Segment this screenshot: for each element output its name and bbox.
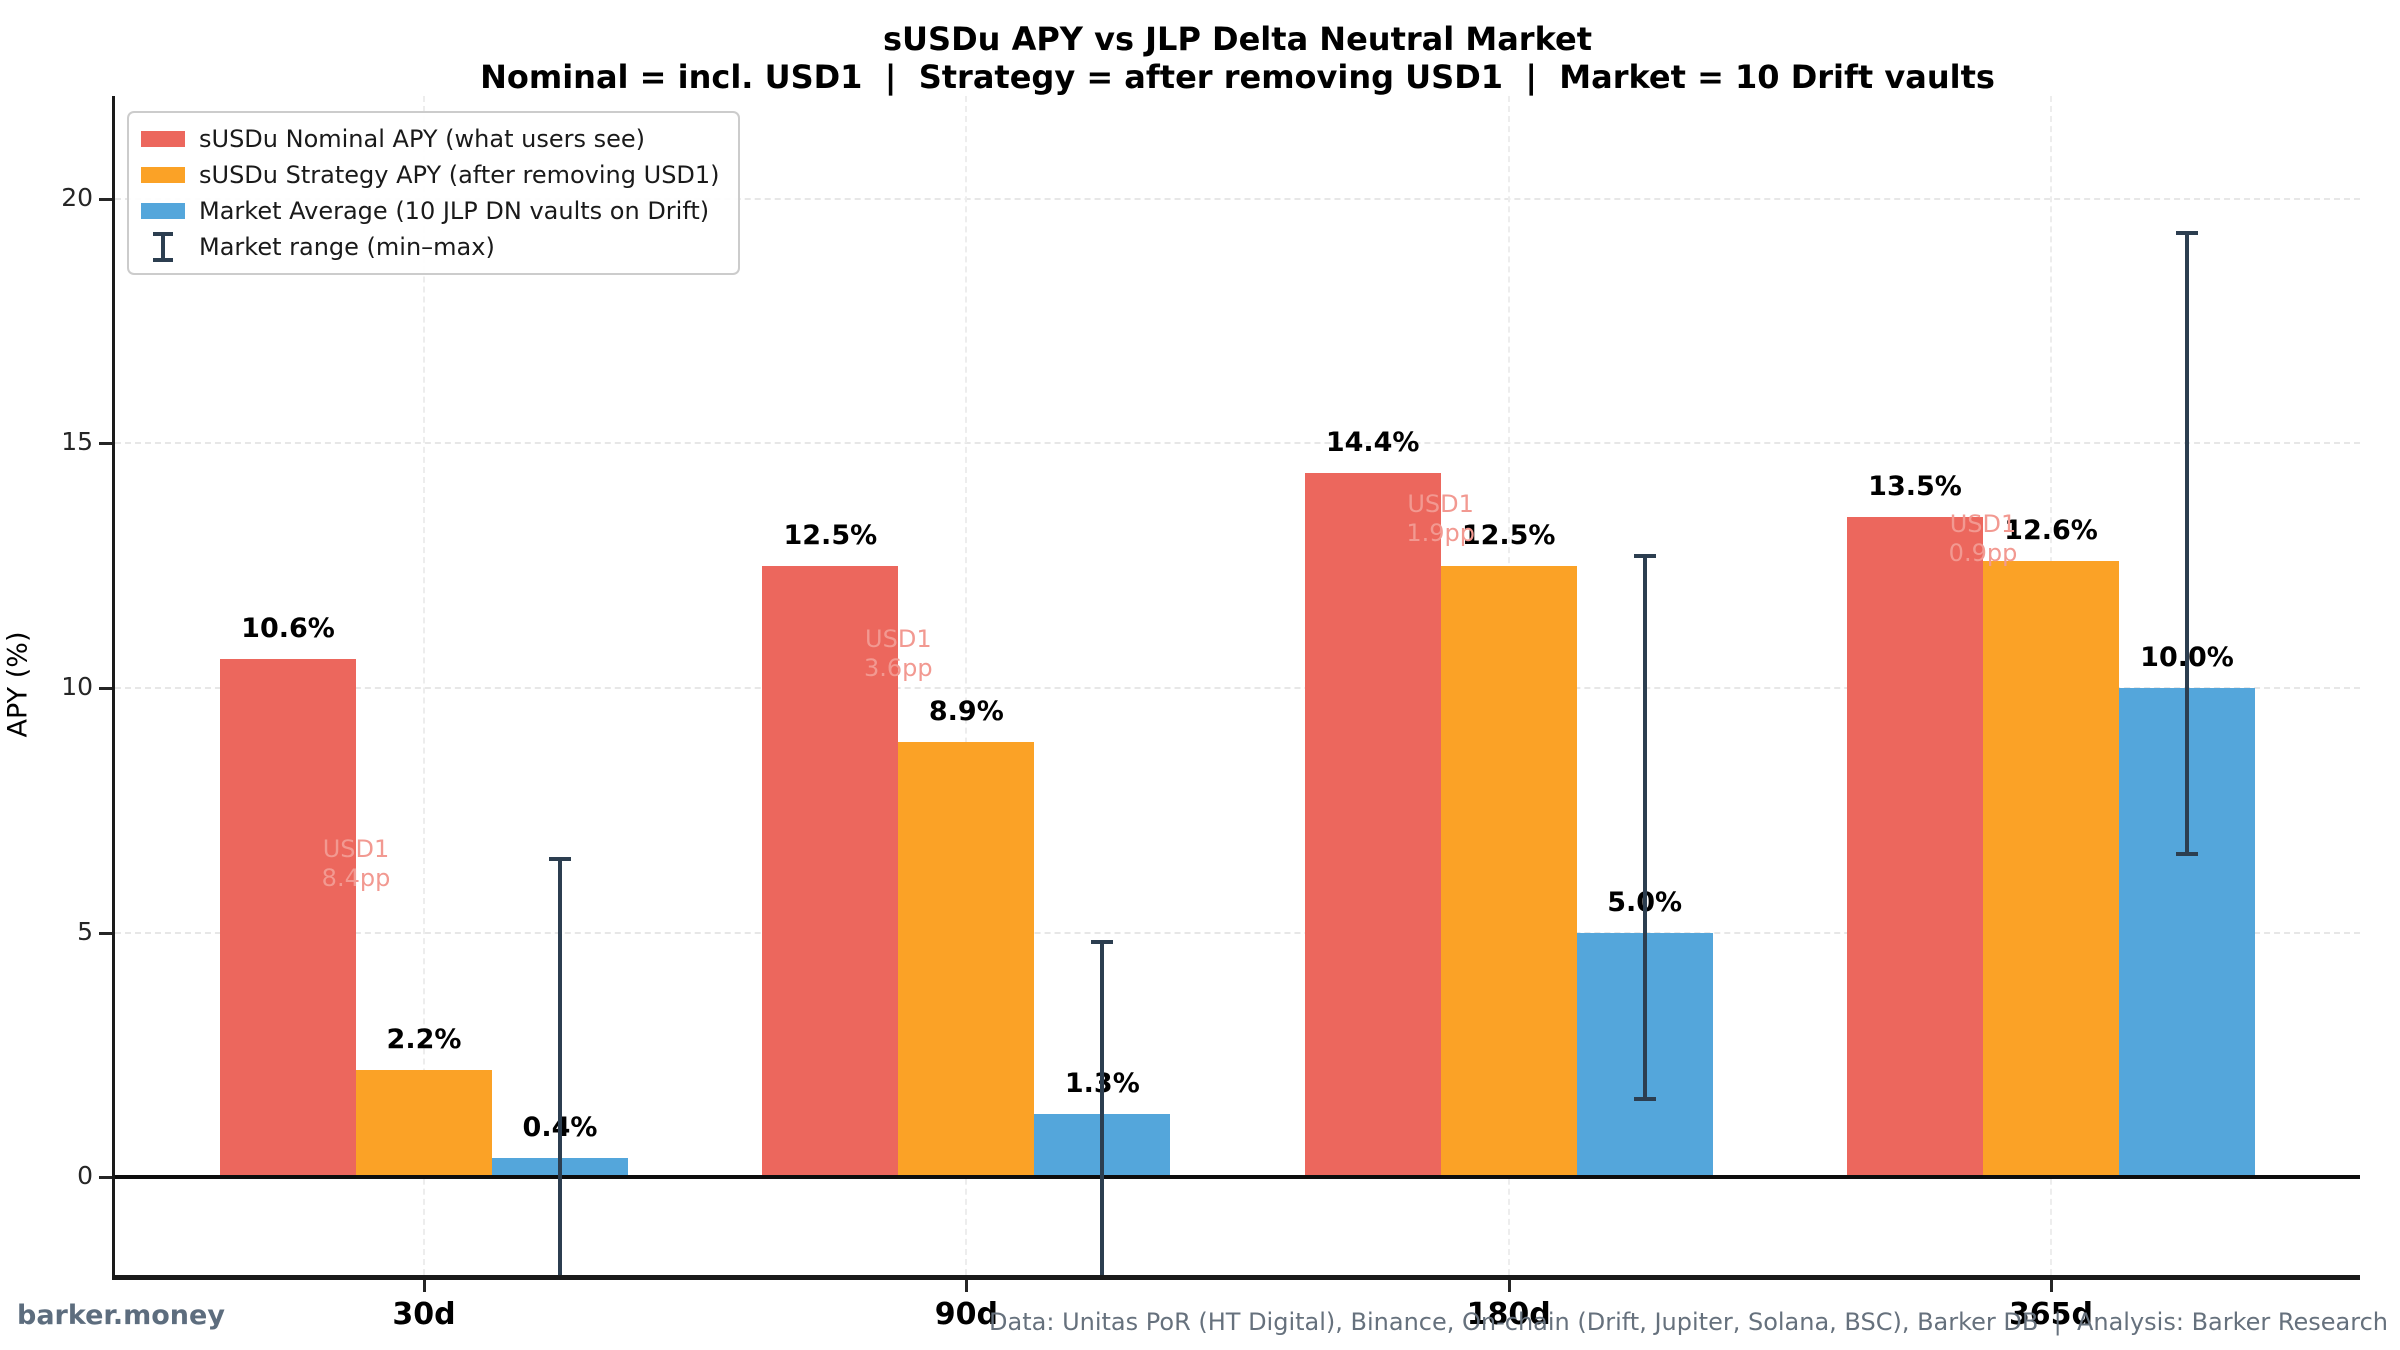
x-tick-label-90d: 90d — [934, 1297, 998, 1332]
errorbar-bottom-cap — [2176, 852, 2198, 857]
y-tick-label: 5 — [77, 916, 93, 946]
y-tick-label: 20 — [61, 182, 93, 212]
errorbar-icon — [141, 232, 185, 262]
x-tick-label-180d: 180d — [1466, 1297, 1551, 1332]
bar-value-label: 10.6% — [241, 612, 335, 644]
footer-brand: barker.money — [17, 1300, 225, 1331]
strategy-apy-bar-90d — [898, 741, 1035, 1178]
x-tick-label-365d: 365d — [2008, 1297, 2094, 1332]
legend-label: Market Average (10 JLP DN vaults on Drif… — [199, 197, 710, 225]
y-tick-mark — [99, 197, 112, 201]
left-spine — [112, 96, 115, 1278]
nominal-apy-bar-30d — [220, 658, 356, 1178]
market-range-errorbar-30d — [558, 859, 562, 1275]
x-tick-mark — [423, 1280, 426, 1292]
bar-value-label: 8.9% — [928, 695, 1004, 727]
h-gridline — [115, 686, 2360, 689]
strategy-apy-bar-365d — [1983, 560, 2119, 1178]
y-tick-mark — [99, 686, 112, 690]
usd1-annotation-30d: USD1 8.4pp — [321, 835, 391, 893]
v-gridline — [423, 96, 425, 1275]
h-gridline — [115, 197, 2360, 200]
legend-item-strategy: sUSDu Strategy APY (after removing USD1) — [141, 157, 720, 193]
footer-credits: Data: Unitas PoR (HT Digital), Binance, … — [989, 1308, 2388, 1336]
h-gridline — [115, 442, 2360, 445]
strategy-apy-bar-180d — [1440, 565, 1577, 1178]
usd1-annotation-180d: USD1 1.9pp — [1406, 490, 1475, 548]
zero-line — [115, 1175, 2360, 1180]
legend: sUSDu Nominal APY (what users see) sUSDu … — [127, 111, 740, 275]
nominal-apy-bar-180d — [1304, 472, 1441, 1178]
bar-value-label: 13.5% — [1868, 470, 1962, 502]
market-range-errorbar-365d — [2185, 232, 2189, 855]
usd1-annotation-365d: USD1 0.9pp — [1948, 509, 2018, 567]
errorbar-top-cap — [549, 857, 571, 862]
market-range-errorbar-90d — [1100, 942, 1105, 1275]
x-tick-mark — [1507, 1280, 1511, 1292]
y-tick-label: 15 — [61, 427, 93, 457]
strategy-swatch-icon — [141, 167, 185, 183]
chart-title: sUSDu APY vs JLP Delta Neutral Market — [883, 20, 1592, 58]
usd1-annotation-90d: USD1 3.6pp — [864, 624, 933, 682]
legend-item-range: Market range (min–max) — [141, 229, 720, 265]
legend-item-market: Market Average (10 JLP DN vaults on Drif… — [141, 193, 720, 229]
errorbar-top-cap — [1091, 940, 1114, 945]
legend-label: Market range (min–max) — [199, 233, 495, 261]
legend-item-nominal: sUSDu Nominal APY (what users see) — [141, 121, 720, 157]
bar-value-label: 12.5% — [783, 519, 878, 551]
nominal-swatch-icon — [141, 131, 185, 147]
legend-label: sUSDu Nominal APY (what users see) — [199, 125, 646, 153]
nominal-apy-bar-365d — [1847, 516, 1983, 1178]
errorbar-top-cap — [2176, 230, 2198, 235]
chart-subtitle: Nominal = incl. USD1 | Strategy = after … — [480, 58, 1995, 96]
x-tick-mark — [2050, 1280, 2053, 1292]
y-tick-mark — [99, 1176, 112, 1180]
errorbar-top-cap — [1633, 553, 1656, 558]
v-gridline — [965, 96, 968, 1275]
y-tick-label: 10 — [61, 671, 93, 701]
bar-value-label: 2.2% — [386, 1023, 462, 1055]
x-tick-label-30d: 30d — [392, 1297, 456, 1332]
legend-label: sUSDu Strategy APY (after removing USD1) — [199, 161, 720, 189]
bar-value-label: 12.5% — [1461, 519, 1556, 551]
nominal-apy-bar-90d — [762, 565, 899, 1178]
x-tick-mark — [965, 1280, 969, 1292]
bottom-spine — [112, 1275, 2360, 1280]
market-swatch-icon — [141, 203, 185, 219]
strategy-apy-bar-30d — [356, 1069, 492, 1178]
y-tick-mark — [99, 442, 112, 446]
title-block: sUSDu APY vs JLP Delta Neutral Market No… — [115, 20, 2360, 96]
bar-value-label: 14.4% — [1325, 426, 1420, 458]
bar-value-label: 12.6% — [2004, 514, 2098, 546]
h-gridline — [115, 931, 2360, 934]
market-range-errorbar-180d — [1642, 555, 1647, 1099]
errorbar-bottom-cap — [1633, 1096, 1656, 1101]
y-tick-label: 0 — [77, 1161, 93, 1191]
y-tick-mark — [99, 931, 112, 935]
